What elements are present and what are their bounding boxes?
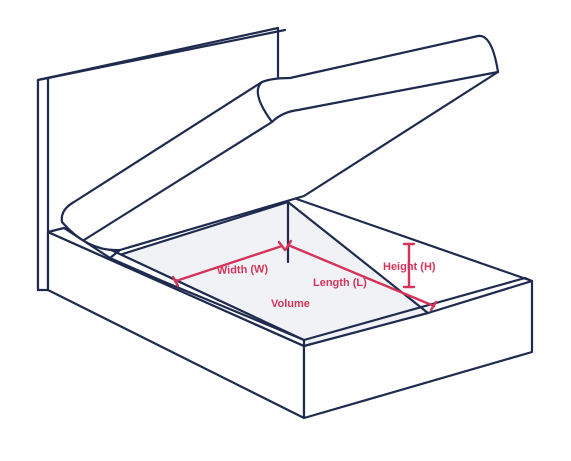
lifted-lid: [60, 34, 500, 260]
length-dimension: [284, 239, 438, 312]
width-dimension: [171, 240, 287, 288]
bed-base: [46, 194, 534, 420]
length-arrow: [286, 243, 436, 308]
volume-label: Volume: [271, 298, 310, 310]
height-label: Height (H): [383, 261, 436, 273]
width-arrow: [174, 244, 284, 283]
length-label: Length (L): [313, 277, 367, 289]
width-label: Width (W): [217, 263, 269, 277]
height-dimension: [402, 242, 416, 289]
